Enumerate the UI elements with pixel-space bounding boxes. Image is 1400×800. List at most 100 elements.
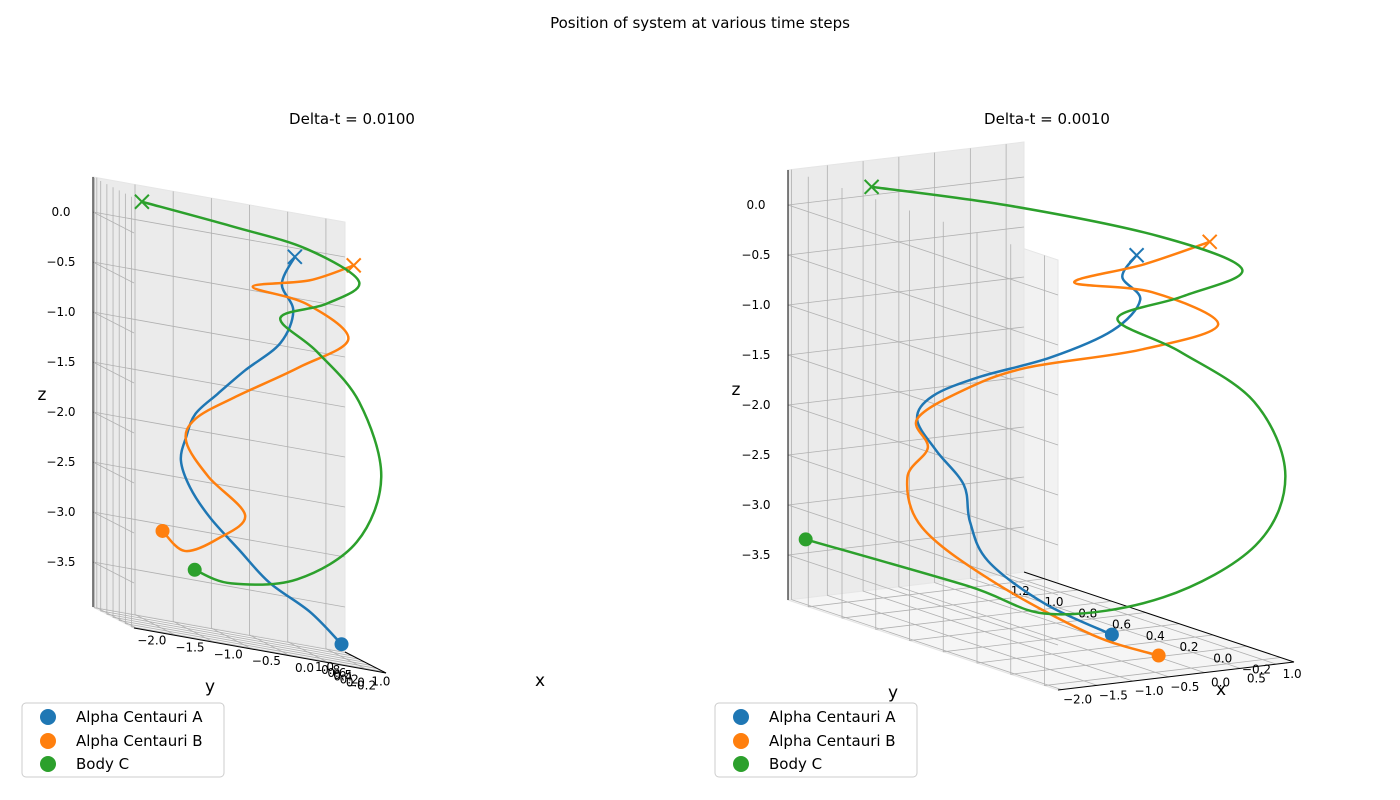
figure-suptitle: Position of system at various time steps (550, 14, 850, 32)
legend-right: Alpha Centauri A Alpha Centauri B Body C (714, 702, 918, 778)
axis-label-x: x (1216, 680, 1226, 700)
gridline-x (969, 148, 1241, 669)
legend-label-body-a: Alpha Centauri A (769, 708, 896, 726)
tick-label-x: −0.5 (252, 654, 281, 668)
gridline-y (124, 193, 378, 669)
start-marker-body-b (1151, 648, 1166, 663)
tick-label-x: 0.0 (1211, 676, 1230, 690)
start-marker-body-a (1104, 627, 1119, 642)
tick-label-z: −2.5 (741, 448, 770, 462)
legend-frame (21, 702, 225, 778)
tick-label-z: −0.5 (46, 255, 75, 269)
axis-label-z: z (732, 380, 741, 400)
end-marker-body-c (863, 179, 880, 195)
gridline-x (898, 156, 1169, 678)
tick-label-y: 0.2 (1179, 640, 1198, 654)
tick-label-z: −2.0 (741, 398, 770, 412)
trajectory-body-a (915, 254, 1142, 636)
subplot-left: Delta-t = 0.0100 −2.0 −1.5 −1.0 −0.5 0.0 0.5 1… (38, 110, 546, 697)
tick-label-y: 0.6 (327, 666, 346, 680)
axis-label-y: y (888, 683, 898, 703)
tick-label-y: −0.2 (1242, 663, 1271, 677)
gridline-y (942, 221, 1180, 653)
start-marker-body-b (155, 523, 170, 538)
tick-label-z: −3.0 (741, 498, 770, 512)
tick-label-y: 0.0 (1213, 651, 1232, 665)
gridline-y (1044, 255, 1281, 686)
tick-label-z: −1.0 (741, 298, 770, 312)
legend-left: Alpha Centauri A Alpha Centauri B Body C (21, 702, 225, 778)
end-marker-body-b (346, 257, 362, 274)
tick-label-x: −2.0 (1063, 693, 1092, 707)
tick-label-y: 1.0 (315, 660, 334, 674)
tick-label-x: −1.0 (214, 647, 243, 661)
trajectory-body-b (161, 264, 355, 553)
end-marker-body-b (1202, 234, 1218, 250)
gridline-y (976, 233, 1214, 664)
gridline-y (112, 187, 366, 663)
legend-label-body-b: Alpha Centauri B (76, 732, 203, 750)
legend-marker-body-a (733, 709, 749, 725)
legend-label-body-c: Body C (76, 755, 129, 773)
subplot-title: Delta-t = 0.0010 (984, 110, 1110, 128)
gridline-x (1005, 144, 1277, 665)
gridline-y (131, 196, 384, 673)
tick-label-y: 1.2 (1011, 584, 1030, 598)
tick-label-x: −1.0 (1135, 684, 1164, 698)
tick-label-z: −1.5 (46, 355, 75, 369)
axis-label-z: z (38, 385, 47, 405)
tick-label-x: −1.5 (175, 641, 204, 655)
legend-marker-body-b (40, 733, 56, 749)
gridline-x (862, 161, 1134, 682)
trajectory-body-c (805, 185, 1287, 616)
end-marker-body-a (287, 249, 303, 265)
gridline-y (100, 180, 353, 657)
trajectory-body-c (141, 200, 383, 586)
gridline-y (106, 184, 359, 660)
tick-label-x: −0.5 (1170, 680, 1199, 694)
end-marker-body-c (134, 194, 150, 210)
start-marker-body-c (798, 532, 813, 547)
tick-label-z: −2.5 (46, 455, 75, 469)
start-marker-body-c (187, 562, 202, 577)
tick-label-z: −1.0 (46, 305, 75, 319)
tick-label-y: 0.4 (1146, 629, 1165, 643)
axis-line-x (133, 627, 387, 674)
tick-label-y: 0.0 (346, 676, 365, 690)
tick-label-x: −2.0 (137, 634, 166, 648)
legend-marker-body-c (733, 756, 749, 772)
start-marker-body-a (334, 637, 349, 652)
tick-label-x: 0.5 (333, 668, 352, 682)
tick-label-x: 0.0 (295, 661, 314, 675)
gridline-y (118, 190, 372, 666)
tick-label-y: 0.8 (321, 663, 340, 677)
legend-label-body-a: Alpha Centauri A (76, 708, 203, 726)
legend-marker-body-a (40, 709, 56, 725)
tick-label-y: 0.2 (340, 672, 359, 686)
tick-label-x: 1.0 (371, 675, 390, 689)
axis-label-x: x (535, 671, 545, 691)
tick-label-z: −0.5 (741, 248, 770, 262)
axis-line-x (1057, 661, 1295, 691)
gridline-y (807, 176, 1045, 608)
tick-label-z: −3.0 (46, 505, 75, 519)
legend-marker-body-c (40, 756, 56, 772)
trajectory-body-b (905, 240, 1220, 657)
subplot-title: Delta-t = 0.0100 (289, 110, 415, 128)
tick-label-y: 1.0 (1044, 595, 1063, 609)
gridline-x (791, 169, 1062, 690)
tick-label-y: 0.4 (333, 669, 352, 683)
tick-label-z: 0.0 (746, 198, 765, 212)
subplot-right: Delta-t = 0.0010 −2.0 −1.5 −1.0 −0.5 0.0 0.5 1… (732, 110, 1302, 707)
gridline-y (1010, 244, 1247, 675)
gridline-x (826, 165, 1098, 686)
axis-line-y (1023, 571, 1295, 663)
tick-label-y: −0.2 (347, 679, 376, 693)
tick-label-x: −1.5 (1099, 688, 1128, 702)
tick-label-z: −1.5 (741, 348, 770, 362)
axis-label-y: y (205, 677, 215, 697)
tick-label-z: 0.0 (51, 205, 70, 219)
axis-line-y (344, 651, 387, 674)
tick-label-x: 0.5 (1247, 671, 1266, 685)
